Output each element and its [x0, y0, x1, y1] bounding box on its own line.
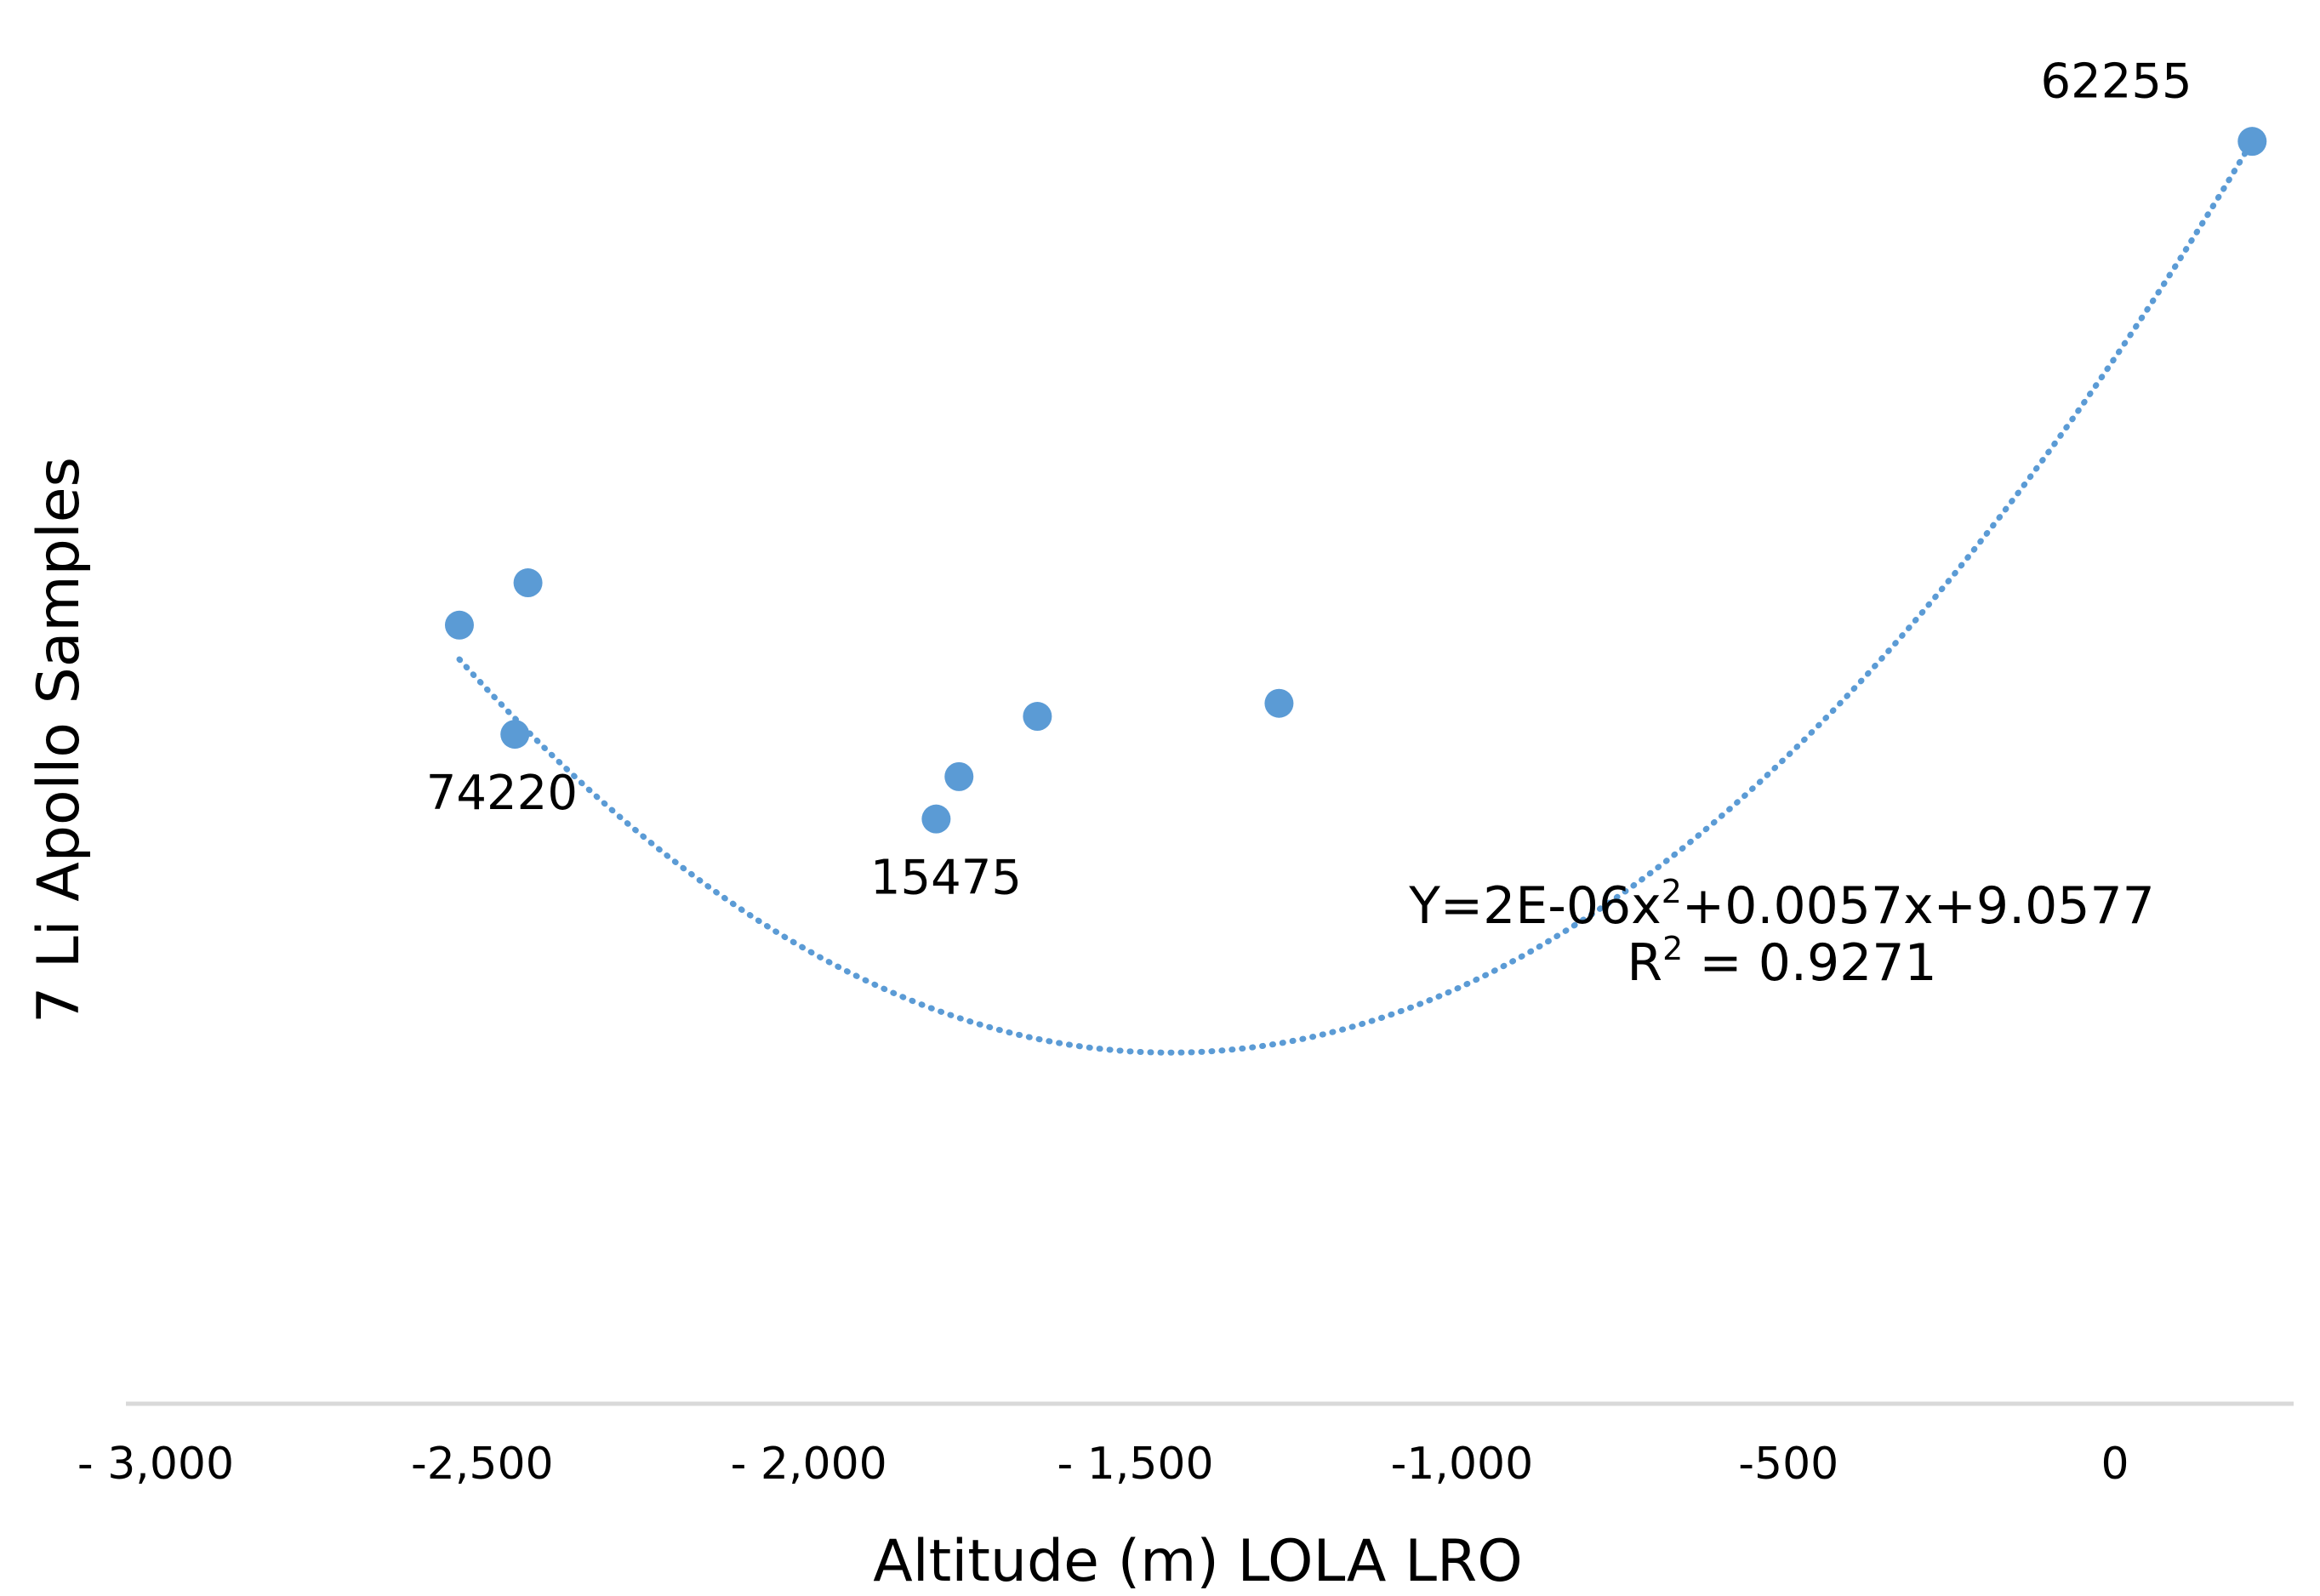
data-point: [1264, 688, 1294, 718]
x-tick-label: -2,500: [411, 1439, 554, 1490]
data-point: [1023, 702, 1052, 732]
data-point: [500, 720, 530, 750]
x-tick-label: -1,000: [1391, 1439, 1534, 1490]
x-tick-label: - 2,000: [731, 1439, 887, 1490]
data-point: [921, 804, 951, 834]
trendline-equation: Y=2E-06x2+0.0057x+9.0577: [1408, 873, 2155, 936]
point-label: 62255: [2041, 54, 2192, 109]
data-points: [444, 127, 2267, 834]
r-squared-label: R2 = 0.9271: [1627, 930, 1936, 993]
data-point: [444, 610, 474, 640]
data-point: [944, 761, 974, 791]
x-axis-title: Altitude (m) LOLA LRO: [873, 1528, 1522, 1595]
x-tick-label: - 3,000: [77, 1439, 234, 1490]
data-point: [2237, 127, 2267, 157]
trendline: [456, 138, 2255, 1056]
x-tick-labels: - 3,000 -2,500 - 2,000 - 1,500 -1,000 -500 0: [77, 1439, 2129, 1490]
point-labels: 62255 74220 15475: [426, 54, 2192, 905]
y-axis-title: 7 Li Apollo Samples: [26, 457, 93, 1023]
x-tick-label: -500: [1738, 1439, 1838, 1490]
data-point: [513, 568, 543, 598]
x-tick-label: 0: [2101, 1439, 2129, 1490]
point-label: 15475: [870, 851, 1022, 906]
point-label: 74220: [426, 766, 578, 821]
x-tick-label: - 1,500: [1057, 1439, 1213, 1490]
